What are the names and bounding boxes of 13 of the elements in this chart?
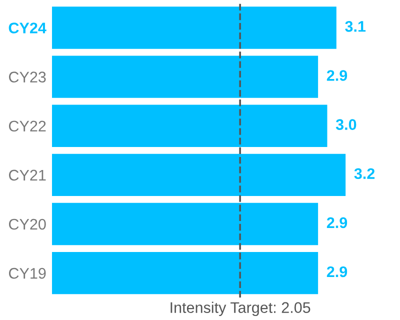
y-tick-label: CY23 [9,72,46,82]
y-tick-label: CY21 [9,170,46,181]
data-label: 3.1 [345,21,366,32]
y-tick-label: CY24 [8,22,46,34]
y-tick-label: CY20 [9,218,46,230]
data-label: 3.2 [354,168,375,180]
data-label: 2.9 [326,266,348,278]
y-tick-label: CY22 [9,120,46,132]
data-label: 3.0 [336,119,356,130]
data-label: 2.9 [326,217,348,228]
data-label: 2.9 [326,70,348,81]
y-tick-label: CY19 [9,268,46,279]
ref-line-label: Intensity Target: 2.05 [170,302,310,316]
